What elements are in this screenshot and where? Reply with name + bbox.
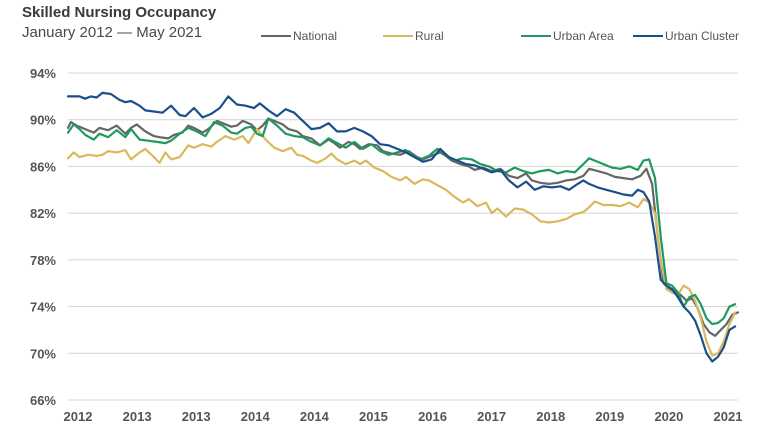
y-tick-label: 70%	[30, 346, 56, 361]
x-tick-label: 2020	[654, 409, 683, 424]
x-tick-label: 2015	[359, 409, 388, 424]
legend: National Rural Urban Area Urban Cluster	[0, 28, 762, 44]
legend-swatch-urban-cluster	[633, 35, 663, 37]
series-line-urban-cluster	[66, 91, 737, 363]
legend-swatch-urban-area	[521, 35, 551, 37]
y-tick-label: 82%	[30, 206, 56, 221]
legend-item-national: National	[261, 28, 337, 44]
x-tick-label: 2012	[64, 409, 93, 424]
legend-label-urban-area: Urban Area	[553, 29, 614, 43]
y-tick-label: 94%	[30, 66, 56, 81]
y-tick-label: 78%	[30, 253, 56, 268]
x-tick-label: 2014	[241, 409, 271, 424]
chart-title: Skilled Nursing Occupancy	[22, 4, 217, 21]
legend-swatch-rural	[383, 35, 413, 37]
chart-subtitle: January 2012 — May 2021	[22, 24, 203, 41]
x-tick-label: 2019	[595, 409, 624, 424]
y-tick-label: 66%	[30, 393, 56, 408]
x-tick-label: 2018	[536, 409, 565, 424]
legend-item-rural: Rural	[383, 28, 444, 44]
series-line-rural	[66, 128, 737, 357]
y-tick-label: 74%	[30, 300, 56, 315]
x-tick-label: 2014	[300, 409, 330, 424]
legend-item-urban-area: Urban Area	[521, 28, 614, 44]
x-tick-label: 2021	[714, 409, 743, 424]
legend-item-urban-cluster: Urban Cluster	[633, 28, 739, 44]
x-tick-label: 2017	[477, 409, 506, 424]
legend-swatch-national	[261, 35, 291, 37]
legend-label-urban-cluster: Urban Cluster	[665, 29, 740, 43]
x-tick-label: 2013	[123, 409, 152, 424]
y-tick-label: 86%	[30, 159, 56, 174]
y-tick-label: 90%	[30, 113, 56, 128]
legend-label-national: National	[293, 29, 338, 43]
x-tick-label: 2013	[182, 409, 211, 424]
x-tick-label: 2016	[418, 409, 447, 424]
legend-label-rural: Rural	[415, 29, 444, 43]
series-line-urban-area	[66, 117, 737, 326]
